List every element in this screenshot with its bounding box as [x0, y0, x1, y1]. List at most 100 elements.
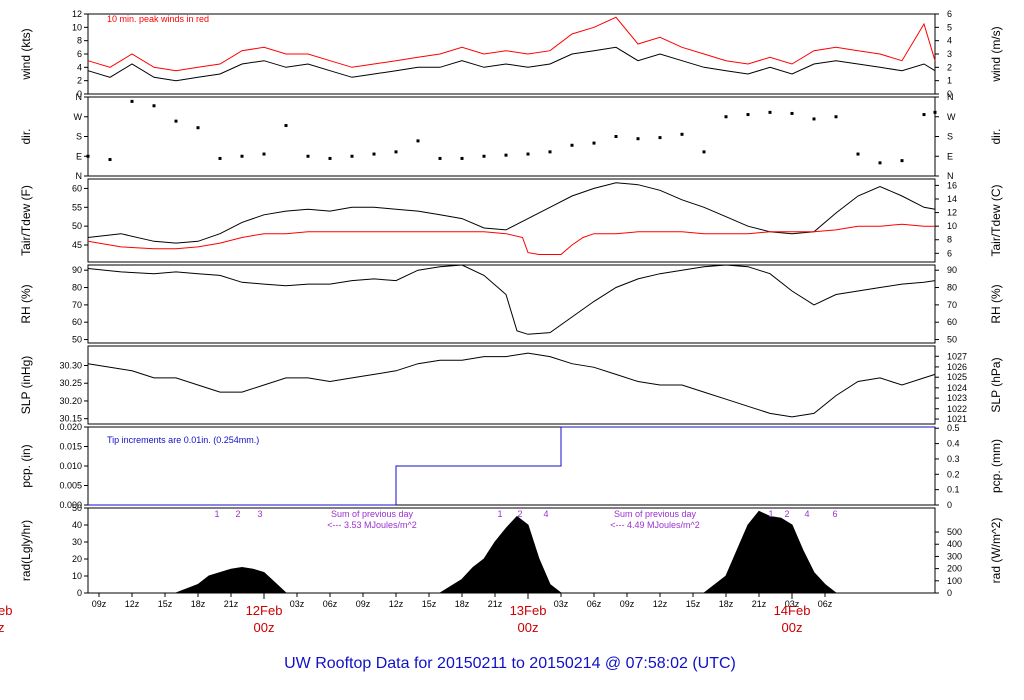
day-label-date: 13Feb: [510, 603, 547, 618]
dir-point: [592, 141, 596, 145]
rh-ytick-label-left: 90: [72, 265, 82, 275]
pcp-ytick-label-left: 0.005: [59, 481, 82, 491]
dir-point: [834, 115, 838, 119]
slp-ylabel-right: SLP (hPa): [989, 357, 1003, 412]
dir-point: [460, 156, 464, 160]
dir-point: [878, 161, 882, 165]
rad-day-marker: 2: [517, 509, 522, 519]
dir-point: [570, 143, 574, 147]
rad-ytick-label-left: 0: [77, 588, 82, 598]
rad-ytick-label-right: 500: [947, 527, 962, 537]
wind-ytick-label-right: 6: [947, 9, 952, 19]
dir-point: [86, 154, 90, 158]
pcp-ytick-label-left: 0.000: [59, 500, 82, 510]
rh-ylabel-right: RH (%): [989, 284, 1003, 323]
rh-ytick-label-right: 90: [947, 265, 957, 275]
wind-ytick-label-right: 1: [947, 76, 952, 86]
temp-frame: [87, 178, 936, 263]
temp-ylabel-right: Tair/Tdew (C): [989, 184, 1003, 256]
rh-ylabel-left: RH (%): [19, 284, 33, 323]
x-tick-label: 09z: [92, 599, 107, 609]
wind-ytick-label-left: 4: [77, 62, 82, 72]
rad-ytick-label-left: 10: [72, 571, 82, 581]
temp-ytick-label-left: 50: [72, 221, 82, 231]
slp-ytick-label-right: 1021: [947, 414, 967, 424]
dir-point: [636, 137, 640, 141]
panel-pcp: 0.000 0.005 0.010 0.015 0.020 0 0.1 0.2 0.3 0.4 0.…: [19, 422, 1003, 510]
temp-line-tair: [87, 182, 936, 244]
rad-day-marker: 3: [257, 509, 262, 519]
slp-ytick-label-left: 30.15: [59, 414, 82, 424]
slp-ytick-label-right: 1027: [947, 351, 967, 361]
rad-ytick-label-right: 300: [947, 551, 962, 561]
dir-point: [504, 153, 508, 157]
x-tick-label: 03z: [554, 599, 569, 609]
wind-ylabel-right: wind (m/s): [989, 26, 1003, 82]
day-label-date: 14Feb: [774, 603, 811, 618]
panel-temp: 45 50 55 60 6 8 10 12 14 16 Tair/Tdew (F) Tair/Tdew…: [19, 178, 1003, 263]
rad-ytick-label-right: 200: [947, 564, 962, 574]
slp-ytick-label-right: 1024: [947, 383, 967, 393]
rh-line-rh: [87, 264, 936, 335]
rad-area: [175, 510, 837, 594]
pcp-ytick-label-right: 0.2: [947, 469, 960, 479]
wind-ytick-label-right: 0: [947, 89, 952, 99]
chart-title: UW Rooftop Data for 20150211 to 20150214…: [284, 655, 736, 672]
slp-frame: [87, 345, 936, 425]
wind-ytick-label-left: 8: [77, 36, 82, 46]
dir-point: [724, 115, 728, 119]
temp-ytick-label-right: 12: [947, 208, 957, 218]
dir-point: [152, 104, 156, 108]
slp-ytick-label-left: 30.25: [59, 378, 82, 388]
wind-ytick-label-right: 5: [947, 22, 952, 32]
day-label-time: 00z: [518, 620, 539, 635]
rad-ytick-label-left: 50: [72, 503, 82, 513]
dir-point: [856, 152, 860, 156]
x-tick-label: 21z: [752, 599, 767, 609]
dir-ytick-label-right: W: [947, 112, 956, 122]
dir-point: [548, 150, 552, 154]
dir-point: [526, 152, 530, 156]
temp-ytick-label-right: 10: [947, 221, 957, 231]
dir-ytick-label-right: N: [947, 171, 954, 181]
dir-point: [174, 119, 178, 123]
dir-point: [196, 126, 200, 130]
dir-point: [812, 117, 816, 121]
wind-ytick-label-right: 3: [947, 49, 952, 59]
x-tick-label: 21z: [224, 599, 239, 609]
rh-frame: [87, 264, 936, 344]
slp-ytick-label-left: 30.20: [59, 396, 82, 406]
wind-ytick-label-left: 2: [77, 76, 82, 86]
rad-day-marker: 6: [832, 509, 837, 519]
x-tick-label: 03z: [785, 599, 800, 609]
dir-point: [438, 156, 442, 160]
wind-ytick-label-left: 10: [72, 22, 82, 32]
dir-point: [394, 150, 398, 154]
panel-slp: 30.15 30.20 30.25 30.30 10211022102310241025…: [19, 345, 1003, 425]
edge-day-label-date: eb: [0, 603, 12, 618]
dir-point: [284, 124, 288, 128]
slp-ylabel-left: SLP (inHg): [19, 356, 33, 414]
x-tick-label: 21z: [488, 599, 503, 609]
rad-ytick-label-left: 30: [72, 537, 82, 547]
rad-daily-sum-value: <--- 3.53 MJoules/m^2: [327, 520, 417, 530]
x-tick-label: 15z: [158, 599, 173, 609]
temp-ytick-label-right: 14: [947, 194, 957, 204]
day-label-date: 12Feb: [246, 603, 283, 618]
dir-frame: [87, 96, 936, 177]
wind-line-10-min-peak-winds: [87, 16, 936, 72]
panel-rh: 50 60 70 80 90 50 60 70 80 90 RH (%) RH (%): [19, 264, 1003, 345]
x-tick-label: 18z: [719, 599, 734, 609]
pcp-ytick-label-right: 0.3: [947, 454, 960, 464]
slp-ytick-label-left: 30.30: [59, 361, 82, 371]
wind-annotation: 10 min. peak winds in red: [107, 14, 209, 24]
wind-ylabel-left: wind (kts): [19, 28, 33, 80]
dir-point: [680, 132, 684, 136]
pcp-ylabel-right: pcp. (mm): [989, 439, 1003, 493]
wind-ytick-label-left: 6: [77, 49, 82, 59]
dir-point: [922, 113, 926, 117]
x-tick-label: 09z: [356, 599, 371, 609]
